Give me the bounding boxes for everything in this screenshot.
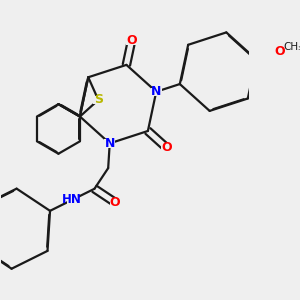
Bar	[110, 198, 121, 207]
Text: O: O	[274, 45, 285, 58]
Text: O: O	[110, 196, 120, 209]
Text: O: O	[126, 34, 137, 47]
Bar	[274, 47, 285, 56]
Text: CH₃: CH₃	[283, 42, 300, 52]
Text: N: N	[104, 137, 115, 150]
Text: S: S	[94, 93, 103, 106]
Text: N: N	[151, 85, 161, 98]
Bar	[126, 36, 137, 45]
Bar	[161, 143, 172, 152]
Text: HN: HN	[62, 193, 82, 206]
Bar	[93, 96, 104, 104]
Bar	[67, 196, 78, 204]
Text: O: O	[161, 141, 172, 154]
Bar	[151, 88, 162, 96]
Bar	[104, 139, 115, 148]
